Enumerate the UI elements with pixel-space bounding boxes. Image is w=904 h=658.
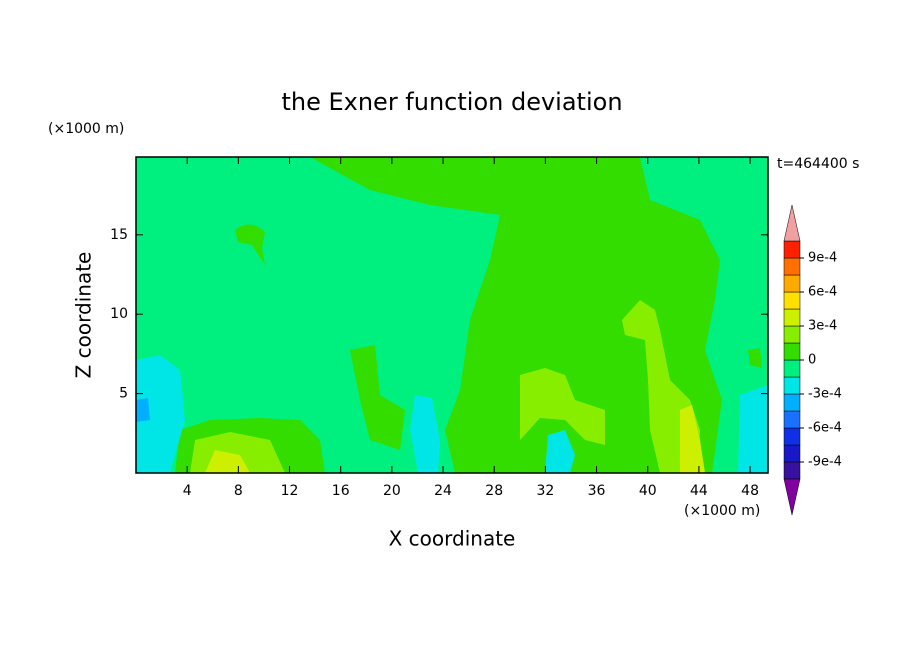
x-tick-label: 44 [690,483,708,499]
plot-frame [135,156,769,474]
colorbar-box [783,427,801,446]
x-tick-label: 40 [639,483,657,499]
colorbar-box [783,257,801,276]
colorbar-box [783,274,801,293]
colorbar-box [783,359,801,378]
chart-title: the Exner function deviation [281,88,622,116]
y-tick-label: 5 [119,386,128,402]
contour-region [410,395,440,473]
colorbar-label: -6e-4 [808,421,842,436]
y-tick-label: 10 [110,306,128,322]
x-tick-label: 12 [281,483,299,499]
contour-region [545,430,575,473]
colorbar-label: 6e-4 [808,285,837,300]
y-axis-title: Z coordinate [72,252,96,379]
colorbar-over [783,204,801,242]
contour-region [136,398,150,422]
colorbar-box [783,444,801,463]
x-tick-label: 28 [485,483,503,499]
x-tick-label: 4 [183,483,192,499]
colorbar-box [783,393,801,412]
colorbar-box [783,240,801,259]
colorbar-box [783,461,801,480]
y-tick-label: 15 [110,227,128,243]
contour-region [350,345,405,450]
colorbar-box [783,342,801,361]
x-tick-label: 24 [434,483,452,499]
colorbar-box [783,291,801,310]
x-tick-label: 20 [383,483,401,499]
y-unit: (×1000 m) [48,121,124,137]
colorbar-box [783,410,801,429]
contour-region [680,405,705,473]
contour-region [136,355,185,473]
annotation: t=464400 s [777,156,859,172]
x-tick-label: 36 [588,483,606,499]
x-tick-label: 32 [536,483,554,499]
colorbar-label: -3e-4 [808,387,842,402]
colorbar-box [783,376,801,395]
colorbar-label: 0 [808,353,816,368]
x-unit: (×1000 m) [684,503,760,519]
colorbar-box [783,308,801,327]
colorbar-label: 9e-4 [808,251,837,266]
contour-region [748,348,762,368]
colorbar-label: 3e-4 [808,319,837,334]
x-axis-title: X coordinate [389,527,516,551]
x-tick-label: 48 [741,483,759,499]
colorbar-under [783,478,801,516]
colorbar-box [783,325,801,344]
x-tick-label: 8 [234,483,243,499]
contour-region [235,224,265,265]
colorbar-label: -9e-4 [808,455,842,470]
contour-region [738,385,768,473]
contour-region [310,157,722,473]
x-tick-label: 16 [332,483,350,499]
contour-region [520,368,605,445]
